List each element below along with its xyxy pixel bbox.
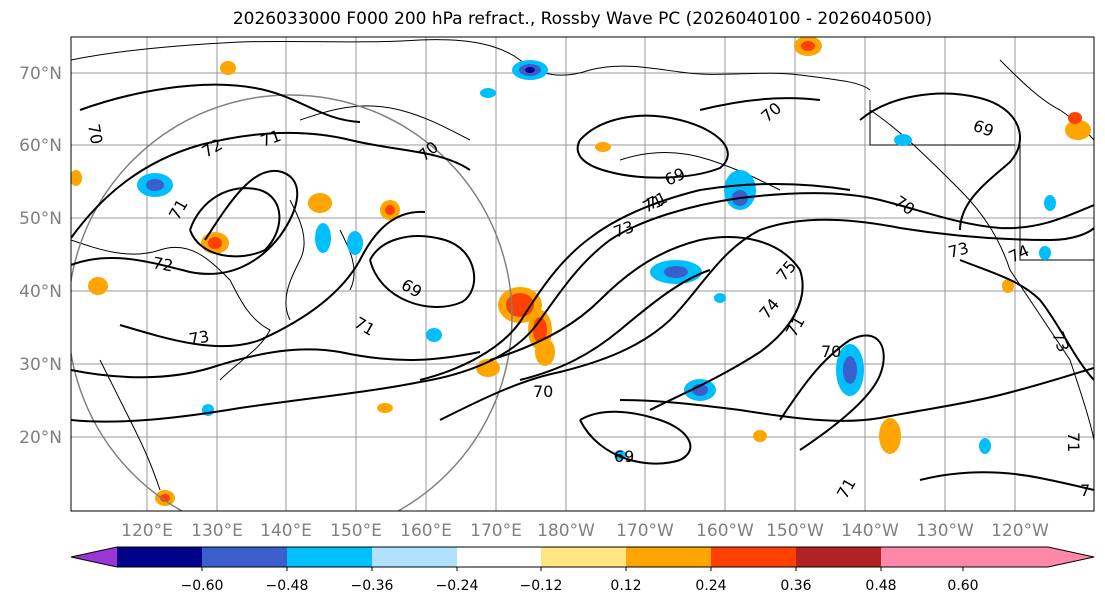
colorbar-bin bbox=[117, 547, 202, 567]
map-title: 2026033000 F000 200 hPa refract., Rossby… bbox=[232, 9, 933, 29]
colorbar-tick-label: −0.24 bbox=[436, 578, 479, 594]
lon-label: 120°W bbox=[991, 521, 1049, 541]
svg-text:7: 7 bbox=[1080, 481, 1090, 500]
colorbar-bin bbox=[711, 547, 796, 567]
lon-label: 170°W bbox=[616, 521, 674, 541]
lon-label: 130°E bbox=[191, 521, 243, 541]
lon-label: 160°W bbox=[696, 521, 754, 541]
lat-label: 50°N bbox=[19, 209, 62, 229]
refractivity-contours bbox=[71, 83, 1094, 491]
lon-label: 140°W bbox=[841, 521, 899, 541]
svg-text:72: 72 bbox=[151, 253, 174, 275]
svg-text:70: 70 bbox=[821, 342, 841, 361]
colorbar-tick-label: −0.60 bbox=[181, 578, 224, 594]
svg-text:70: 70 bbox=[84, 122, 106, 145]
colorbar: −0.60 −0.48 −0.36 −0.24 −0.12 0.12 0.24 … bbox=[70, 546, 1095, 594]
colorbar-bin bbox=[881, 547, 963, 567]
colorbar-tick-label: 0.36 bbox=[780, 578, 811, 594]
lon-label: 120°E bbox=[121, 521, 173, 541]
lat-label: 20°N bbox=[19, 428, 62, 448]
svg-text:73: 73 bbox=[946, 238, 971, 262]
lon-label: 170°E bbox=[470, 521, 522, 541]
colorbar-tick-label: 0.12 bbox=[610, 578, 641, 594]
colorbar-extend-high bbox=[963, 547, 1094, 567]
longitude-axis: 120°E 130°E 140°E 150°E 160°E 170°E 180°… bbox=[121, 521, 1049, 541]
lat-label: 70°N bbox=[19, 64, 62, 84]
lat-label: 40°N bbox=[19, 282, 62, 302]
colorbar-tick-label: 0.48 bbox=[865, 578, 896, 594]
colorbar-tick-label: −0.36 bbox=[351, 578, 394, 594]
lon-label: 150°W bbox=[766, 521, 824, 541]
lon-label: 140°E bbox=[260, 521, 312, 541]
map-frame bbox=[70, 36, 1095, 512]
colorbar-bin bbox=[626, 547, 711, 567]
colorbar-bin bbox=[372, 547, 457, 567]
colorbar-bin bbox=[796, 547, 881, 567]
colorbar-bin bbox=[202, 547, 287, 567]
lon-label: 150°E bbox=[330, 521, 382, 541]
great-circle bbox=[71, 94, 513, 511]
colorbar-bin bbox=[541, 547, 626, 567]
lon-label: 180°W bbox=[537, 521, 595, 541]
svg-text:73: 73 bbox=[187, 327, 210, 349]
latitude-axis: 70°N 60°N 50°N 40°N 30°N 20°N bbox=[19, 64, 62, 448]
colorbar-tick-label: 0.60 bbox=[947, 578, 978, 594]
map-area bbox=[71, 37, 1094, 511]
colorbar-tick-label: −0.48 bbox=[266, 578, 309, 594]
lon-label: 130°W bbox=[916, 521, 974, 541]
lat-label: 60°N bbox=[19, 136, 62, 156]
gridlines bbox=[71, 37, 1094, 511]
svg-text:70: 70 bbox=[533, 382, 553, 401]
colorbar-tick-label: 0.24 bbox=[695, 578, 726, 594]
lon-label: 160°E bbox=[400, 521, 452, 541]
lat-label: 30°N bbox=[19, 355, 62, 375]
colorbar-bin bbox=[457, 547, 541, 567]
colorbar-bin bbox=[287, 547, 372, 567]
colorbar-tick-label: −0.12 bbox=[520, 578, 563, 594]
colorbar-extend-low bbox=[71, 547, 117, 567]
svg-text:69: 69 bbox=[614, 447, 634, 466]
svg-text:71: 71 bbox=[1064, 432, 1083, 452]
